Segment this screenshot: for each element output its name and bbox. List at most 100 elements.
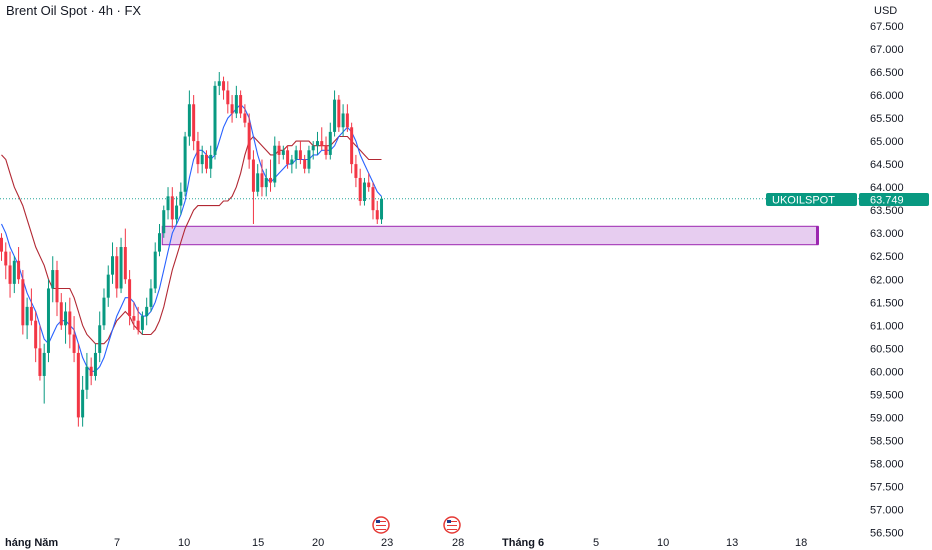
candle-body [337, 99, 341, 128]
candle-body [153, 251, 157, 289]
price-tag-symbol-bg [766, 193, 857, 206]
candle [183, 131, 187, 197]
candle [115, 247, 119, 298]
candle [354, 154, 358, 188]
candle [140, 311, 144, 335]
candle-body [303, 159, 307, 169]
x-tick-label: 10 [178, 537, 190, 549]
candle [320, 127, 324, 151]
candle [170, 187, 174, 229]
candle-body [260, 173, 264, 188]
candle-body [345, 113, 349, 128]
candle-body [234, 95, 238, 114]
flag-stripe [447, 525, 457, 526]
candle-body [380, 198, 384, 220]
y-tick-label: 58.000 [870, 458, 904, 470]
candle [230, 95, 234, 123]
us-flag-icon[interactable] [443, 516, 461, 534]
candle-body [247, 122, 251, 160]
x-axis[interactable]: háng Năm 7 10 15 20 23 28 Tháng 6 5 10 13 18 [5, 537, 807, 549]
candle-body [307, 150, 311, 169]
candle-body [85, 366, 89, 390]
x-tick-label: Tháng 6 [502, 537, 544, 549]
price-tag-value-bg [859, 193, 929, 206]
candle-body [217, 81, 221, 86]
candle-body [350, 127, 354, 165]
flag-canton [376, 520, 380, 523]
candle-body [222, 81, 226, 91]
candle [153, 242, 157, 294]
candle-body [140, 316, 144, 330]
candle-body [76, 352, 80, 418]
y-tick-label: 65.000 [870, 136, 904, 148]
y-tick-label: 67.500 [870, 21, 904, 33]
candle-body [230, 104, 234, 114]
candle-body [273, 145, 277, 183]
candle-body [328, 131, 332, 155]
candle [132, 302, 136, 330]
price-tag-symbol: UKOILSPOT [772, 195, 835, 207]
candle [350, 122, 354, 174]
x-tick-label: 5 [593, 537, 599, 549]
candle [260, 159, 264, 197]
flag-stripe [447, 527, 457, 528]
candle [251, 150, 255, 224]
candle-body [277, 145, 281, 155]
us-flag-icon[interactable] [372, 516, 390, 534]
candle-body [256, 173, 260, 192]
candle-body [25, 306, 29, 326]
candle [269, 159, 273, 192]
candle [303, 154, 307, 174]
candle [307, 145, 311, 174]
candle [17, 247, 21, 284]
candle-body [290, 159, 294, 165]
candle-body [59, 302, 63, 326]
y-axis[interactable]: 67.500 67.000 66.500 66.000 65.500 65.000 64.5… [870, 21, 904, 540]
candle-body [115, 256, 119, 289]
candle [247, 113, 251, 169]
y-tick-label: 61.500 [870, 297, 904, 309]
candle [106, 265, 110, 307]
candle-body [251, 159, 255, 192]
x-tick-label: 7 [114, 537, 120, 549]
candle-body [183, 136, 187, 192]
y-tick-label: 66.500 [870, 67, 904, 79]
candle-body [123, 247, 127, 280]
flag-stripe [447, 523, 457, 524]
candle [38, 325, 42, 381]
candle-body [226, 90, 230, 105]
candle [294, 145, 298, 169]
candle-body [119, 247, 123, 289]
candle-body [93, 352, 97, 376]
candle [0, 233, 3, 261]
candle [375, 200, 379, 224]
candle [234, 85, 238, 119]
candle [222, 76, 226, 100]
candle [345, 104, 349, 132]
candle-body [200, 154, 204, 165]
x-tick-label: 28 [452, 537, 464, 549]
candle [4, 242, 8, 280]
candle-body [149, 288, 153, 307]
price-tag[interactable]: UKOILSPOT 63.749 [766, 193, 929, 207]
support-zone [161, 225, 819, 246]
x-tick-label: 23 [381, 537, 393, 549]
y-tick-label: 66.000 [870, 90, 904, 102]
x-tick-label: háng Năm [5, 537, 58, 549]
candle [59, 293, 63, 330]
flag-canton [447, 520, 451, 523]
candle [213, 81, 217, 160]
candle [166, 187, 170, 220]
candle [256, 164, 260, 197]
y-tick-label: 65.500 [870, 113, 904, 125]
x-tick-label: 13 [726, 537, 738, 549]
candle [333, 90, 337, 137]
candle-body [38, 348, 42, 376]
event-flags[interactable] [372, 516, 461, 534]
candle [123, 228, 127, 284]
candle [12, 256, 16, 294]
x-tick-label: 18 [795, 537, 807, 549]
candle-body [12, 260, 16, 284]
